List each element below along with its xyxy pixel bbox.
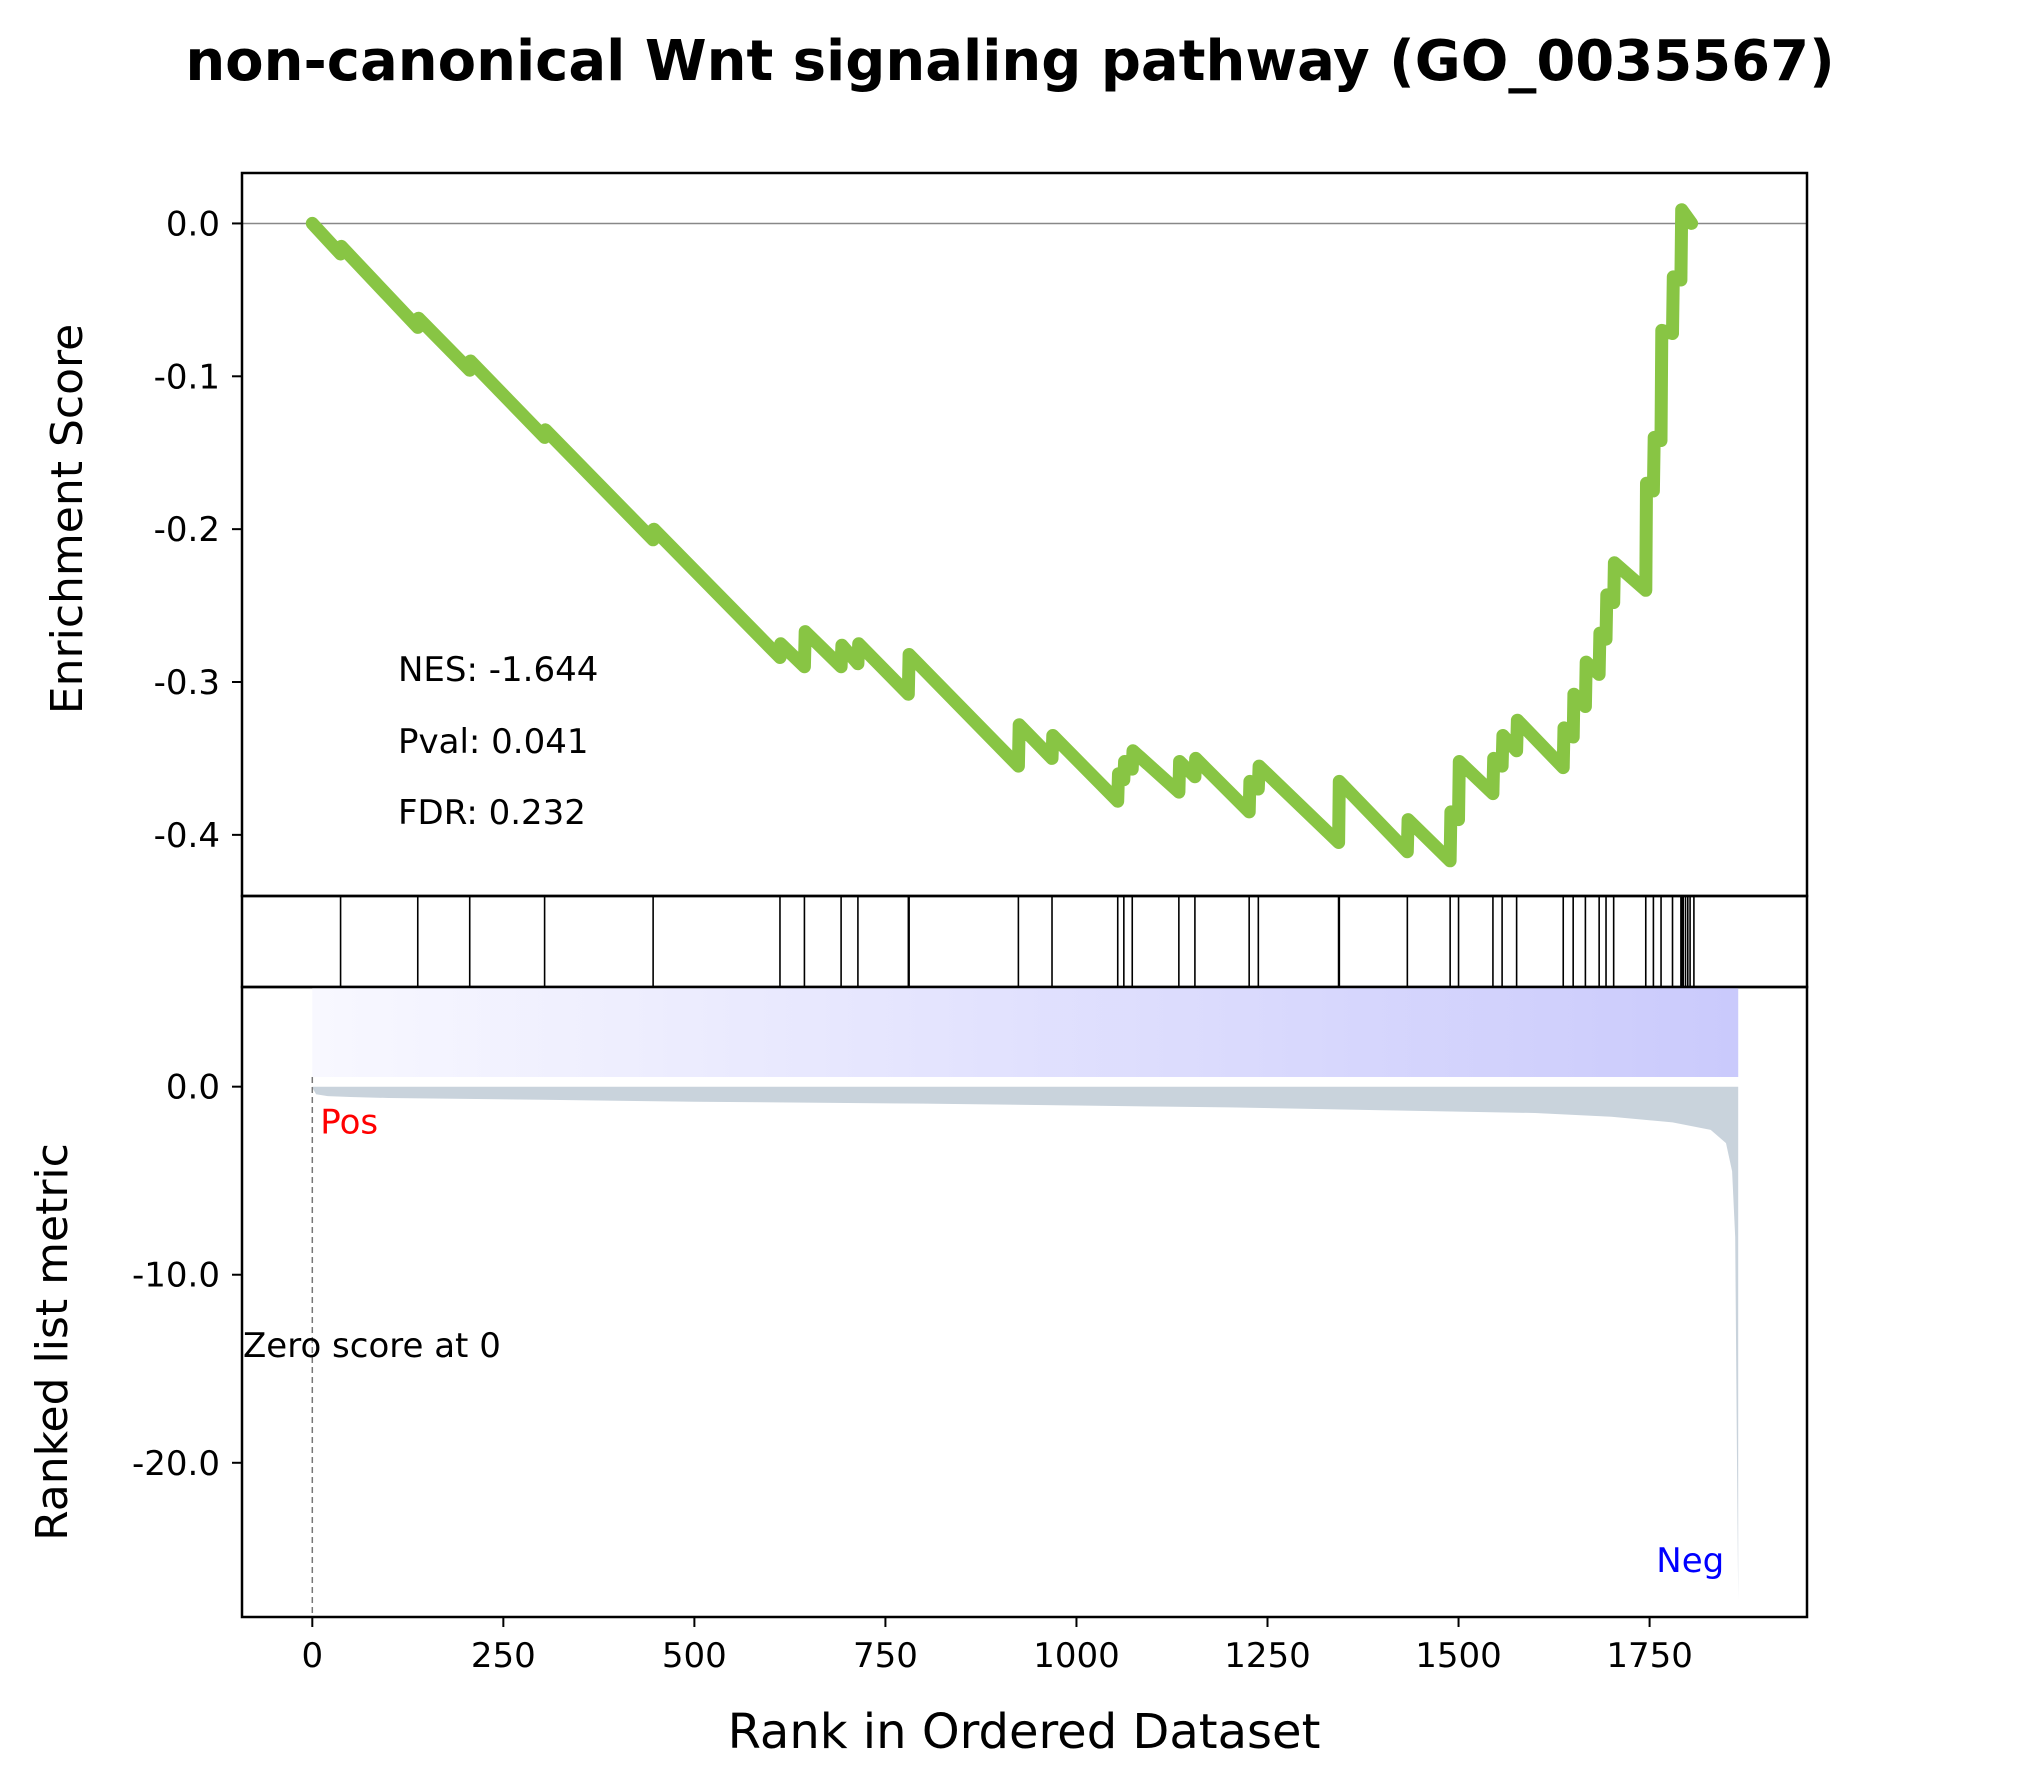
es-y-tick-label-2: -0.2 xyxy=(154,510,220,550)
rank-heatmap-bar xyxy=(312,987,1739,1077)
rank-y-axis-label: Ranked list metric xyxy=(27,1143,78,1541)
rank-y-tick-label-1: -10.0 xyxy=(132,1256,220,1296)
x-ticks: 0 250 500 750 1000 1250 1500 1750 xyxy=(301,1617,1693,1676)
es-panel-frame xyxy=(240,171,1809,898)
enrichment-score-panel: 0.0 -0.1 -0.2 -0.3 -0.4 Enrichment Score NES… xyxy=(42,171,1809,898)
x-tick-label-1: 250 xyxy=(471,1636,536,1676)
hits-panel xyxy=(240,894,1809,989)
es-y-tick-label-1: -0.1 xyxy=(154,357,220,397)
x-tick-label-4: 1000 xyxy=(1033,1636,1120,1676)
es-y-ticks: 0.0 -0.1 -0.2 -0.3 -0.4 xyxy=(154,204,242,856)
x-tick-label-3: 750 xyxy=(853,1636,918,1676)
zero-score-label: Zero score at 0 xyxy=(243,1326,501,1366)
ranked-metric-area xyxy=(312,1086,1739,1601)
rank-y-tick-label-0: 0.0 xyxy=(166,1068,220,1108)
es-line xyxy=(305,203,1699,868)
x-tick-label-2: 500 xyxy=(662,1636,727,1676)
pos-label: Pos xyxy=(320,1103,378,1143)
rank-y-tick-label-2: -20.0 xyxy=(132,1444,220,1484)
nes-label: NES: -1.644 xyxy=(398,650,598,690)
chart-title: non-canonical Wnt signaling pathway (GO_… xyxy=(185,29,1834,94)
rank-panel-frame xyxy=(240,985,1809,1619)
x-tick-label-7: 1750 xyxy=(1606,1636,1693,1676)
neg-label: Neg xyxy=(1656,1541,1724,1581)
x-tick-label-6: 1500 xyxy=(1415,1636,1502,1676)
pval-label: Pval: 0.041 xyxy=(398,722,589,762)
ranked-metric-panel: 0.0 -10.0 -20.0 Pos Neg Zero score at 0 Ra… xyxy=(27,985,1809,1760)
es-y-tick-label-3: -0.3 xyxy=(154,663,220,703)
es-y-axis-label: Enrichment Score xyxy=(42,324,93,714)
x-tick-label-5: 1250 xyxy=(1224,1636,1311,1676)
es-y-tick-label-4: -0.4 xyxy=(154,816,220,856)
hits-panel-frame xyxy=(240,894,1809,989)
x-axis-label: Rank in Ordered Dataset xyxy=(728,1704,1321,1760)
hit-lines xyxy=(339,896,1695,987)
rank-y-ticks: 0.0 -10.0 -20.0 xyxy=(132,1068,242,1484)
fdr-label: FDR: 0.232 xyxy=(398,793,586,833)
es-y-tick-label-0: 0.0 xyxy=(166,204,220,244)
x-tick-label-0: 0 xyxy=(301,1636,323,1676)
